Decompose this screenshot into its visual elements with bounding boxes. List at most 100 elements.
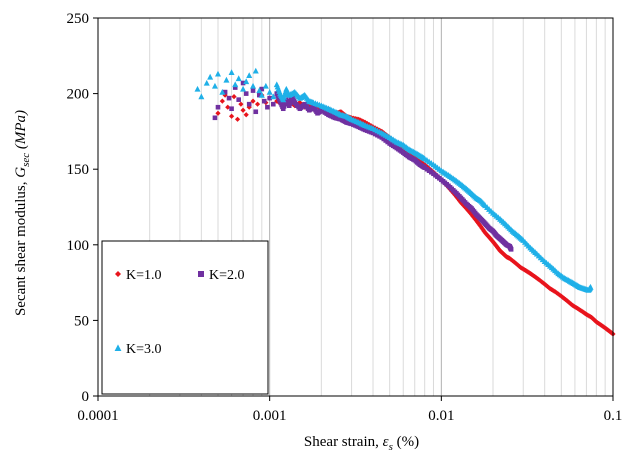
y-axis-title-suffix: (MPa) xyxy=(13,110,29,153)
data-point-triangle xyxy=(243,78,250,85)
data-point-diamond xyxy=(555,291,561,297)
data-point-diamond xyxy=(470,213,476,219)
data-point-diamond xyxy=(240,107,246,113)
series-k-2-0 xyxy=(212,80,514,252)
data-point-triangle xyxy=(256,87,263,94)
data-point-diamond xyxy=(476,221,482,227)
data-point-diamond xyxy=(473,218,479,224)
data-point-square xyxy=(215,104,221,110)
data-point-triangle xyxy=(198,93,205,100)
data-point-triangle xyxy=(240,85,247,92)
data-point-diamond xyxy=(228,113,235,119)
data-point-triangle xyxy=(587,283,594,290)
data-point-square xyxy=(256,92,262,98)
plot-area-border xyxy=(97,17,614,397)
x-axis-title: Shear strain, εs (%) xyxy=(304,434,419,453)
data-point-triangle xyxy=(270,93,277,100)
data-point-diamond xyxy=(243,112,249,118)
data-point-square xyxy=(267,95,272,101)
y-tick-label: 100 xyxy=(67,238,90,254)
data-point-diamond xyxy=(234,116,241,122)
legend-entry: K=2.0 xyxy=(198,268,245,283)
data-point-triangle xyxy=(235,75,242,82)
data-point-diamond xyxy=(557,292,563,298)
data-point-square xyxy=(198,271,204,277)
data-point-triangle xyxy=(266,88,273,95)
axis-ticks: 0 50 100 150 200 250 0.0001 0.001 0.01 0.1 xyxy=(67,11,623,424)
data-point-diamond xyxy=(472,216,478,222)
data-point-square xyxy=(261,98,267,104)
data-point-diamond xyxy=(474,219,481,225)
data-point-square xyxy=(240,80,246,86)
data-point-square xyxy=(265,104,270,110)
data-point-triangle xyxy=(246,72,253,79)
legend-label: K=2.0 xyxy=(209,268,245,283)
data-point-square xyxy=(246,101,252,107)
data-point-diamond xyxy=(459,201,465,207)
y-tick-label: 250 xyxy=(67,11,90,27)
data-point-square xyxy=(250,88,256,93)
data-point-triangle xyxy=(194,85,201,92)
data-point-triangle xyxy=(262,82,269,89)
data-point-square xyxy=(259,86,265,92)
legend-label: K=1.0 xyxy=(126,268,162,283)
data-point-triangle xyxy=(223,76,230,83)
data-point-diamond xyxy=(554,290,560,296)
data-point-triangle xyxy=(252,67,259,74)
data-points xyxy=(194,67,616,337)
data-point-diamond xyxy=(222,92,228,98)
legend-entry: K=1.0 xyxy=(115,268,162,283)
data-point-diamond xyxy=(467,210,473,216)
data-point-triangle xyxy=(258,91,265,98)
legend-box xyxy=(101,240,269,395)
y-tick-label: 50 xyxy=(74,313,89,329)
data-point-triangle xyxy=(228,69,235,76)
data-point-triangle xyxy=(250,82,257,89)
x-tick-label: 0.1 xyxy=(604,408,623,424)
x-tick-label: 0.001 xyxy=(253,408,287,424)
data-point-triangle xyxy=(114,344,122,351)
data-point-square xyxy=(232,85,238,90)
data-point-diamond xyxy=(115,271,121,277)
data-point-triangle xyxy=(214,70,221,77)
data-point-diamond xyxy=(215,110,221,116)
data-point-square xyxy=(229,106,234,112)
x-axis-title-subscript: s xyxy=(389,441,393,453)
legend-label: K=3.0 xyxy=(126,342,162,357)
data-point-triangle xyxy=(203,79,210,86)
data-point-square xyxy=(253,109,259,115)
data-point-triangle xyxy=(219,88,226,95)
data-point-diamond xyxy=(231,94,237,100)
y-axis-title-symbol: G xyxy=(13,167,29,178)
data-point-diamond xyxy=(219,98,225,104)
data-point-square xyxy=(222,89,228,95)
legend-entries: K=1.0 K=2.0 K=3.0 xyxy=(114,268,245,357)
data-point-diamond xyxy=(552,289,558,295)
data-point-diamond xyxy=(466,208,472,215)
data-point-square xyxy=(226,95,232,101)
data-point-triangle xyxy=(211,82,218,89)
data-point-square xyxy=(212,115,218,121)
data-point-square xyxy=(236,97,241,102)
x-tick-label: 0.01 xyxy=(428,408,454,424)
x-axis-title-suffix: (%) xyxy=(393,434,419,450)
data-point-diamond xyxy=(238,101,244,107)
y-tick-label: 150 xyxy=(67,162,90,178)
y-axis-title: Secant shear modulus, Gsec (MPa) xyxy=(13,110,32,316)
data-point-diamond xyxy=(254,101,261,107)
legend: K=1.0 K=2.0 K=3.0 xyxy=(101,240,269,395)
data-point-triangle xyxy=(207,73,214,80)
x-axis-title-prefix: Shear strain, xyxy=(304,434,383,450)
legend-entry: K=3.0 xyxy=(114,342,162,357)
y-tick-label: 0 xyxy=(82,389,90,405)
y-axis-title-prefix: Secant shear modulus, xyxy=(13,178,29,316)
data-point-triangle xyxy=(232,81,239,88)
data-point-diamond xyxy=(250,98,256,104)
data-point-diamond xyxy=(225,104,231,110)
data-point-square xyxy=(243,91,249,96)
data-point-square xyxy=(271,101,276,107)
data-point-diamond xyxy=(462,204,468,210)
x-axis-title-symbol: ε xyxy=(383,434,389,450)
